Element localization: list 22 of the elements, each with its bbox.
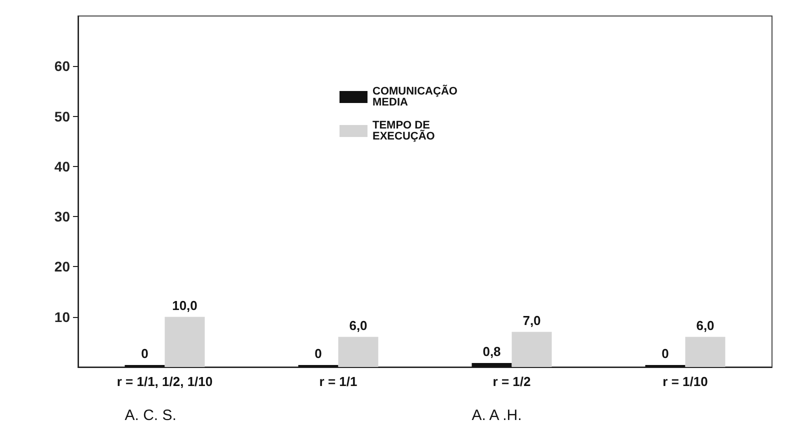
- data-label: 7,0: [522, 312, 541, 328]
- legend-label: TEMPO DE EXECUÇÃO: [372, 120, 436, 142]
- data-label: 6,0: [349, 318, 368, 333]
- y-tick-label: 30: [54, 208, 70, 225]
- data-label: 0: [141, 346, 148, 361]
- legend-label: COMUNICAÇÃO MEDIA: [372, 84, 461, 108]
- data-label: 0: [662, 346, 669, 361]
- data-label: 10,0: [172, 298, 198, 313]
- y-tick-label: 10: [54, 308, 70, 325]
- y-tick-label: 60: [54, 58, 70, 74]
- x-tick-label: r = 1/1: [319, 374, 358, 389]
- data-label: 0,8: [482, 344, 501, 359]
- y-tick-label: 50: [54, 108, 70, 124]
- x-tick-label: r = 1/1, 1/2, 1/10: [116, 374, 213, 389]
- y-tick-label: 20: [54, 258, 70, 275]
- data-label: 0: [314, 346, 322, 361]
- y-tick-label: 40: [54, 158, 70, 174]
- data-label: 6,0: [696, 318, 714, 333]
- text: A. A .H.: [472, 407, 522, 424]
- text: A. C. S.: [124, 407, 176, 424]
- x-tick-label: r = 1/2: [492, 374, 531, 389]
- x-tick-label: r = 1/10: [662, 374, 708, 389]
